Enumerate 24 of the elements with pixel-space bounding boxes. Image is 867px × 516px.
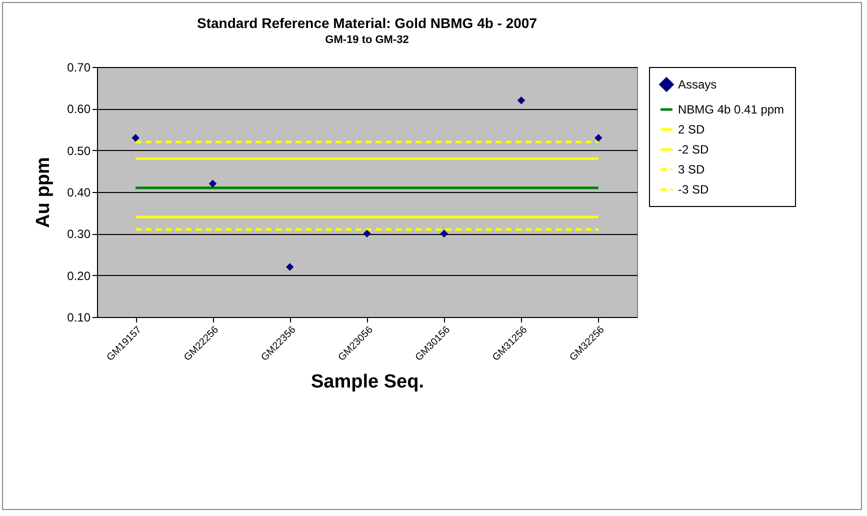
y-tick-label: 0.40 [67,186,91,200]
y-tick-label: 0.20 [67,268,91,283]
legend-label: 2 SD [678,122,706,136]
chart-title: Standard Reference Material: Gold NBMG 4b - 2007 [197,15,538,31]
y-tick-label: 0.70 [67,60,91,74]
x-axis-title: Sample Seq. [311,372,424,393]
y-tick-label: 0.10 [67,310,91,324]
legend-label: -3 SD [678,182,710,196]
y-tick-label: 0.30 [67,227,91,242]
point [286,263,294,271]
y-tick-label: 0.60 [67,102,91,116]
legend-label: -2 SD [678,142,710,156]
point [208,180,217,188]
y-axis-title: Au ppm [33,157,54,228]
legend-label: 3 SD [678,162,706,176]
point [440,230,448,238]
point [132,134,140,142]
legend-label: Assays [678,78,717,92]
y-tick-label: 0.50 [67,144,91,158]
point [363,230,371,238]
legend-label: NBMG 4b 0.41 ppm [678,102,784,116]
point [517,96,526,104]
point [594,134,602,142]
chart-subtitle: GM-19 to GM-32 [325,34,409,46]
